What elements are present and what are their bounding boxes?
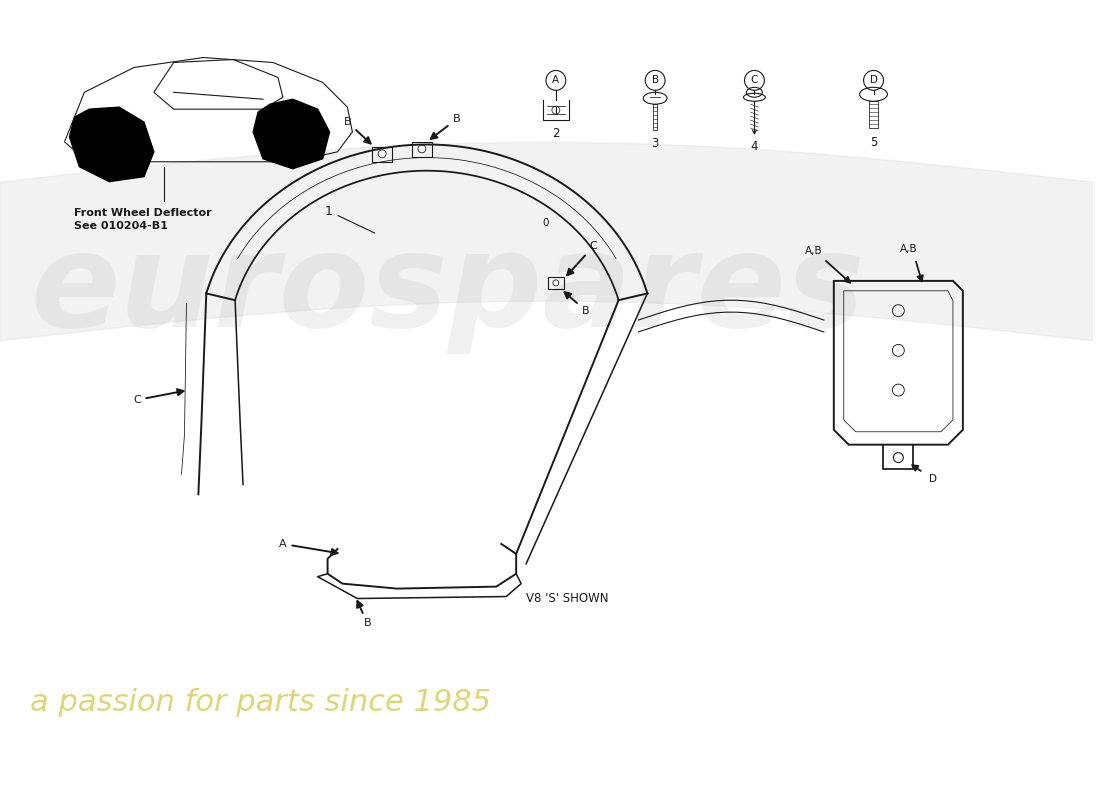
- Text: A: A: [552, 75, 560, 86]
- Text: 1: 1: [324, 205, 332, 218]
- Text: A,B: A,B: [900, 244, 917, 254]
- Text: A: A: [279, 539, 338, 555]
- Text: B: B: [651, 75, 659, 86]
- Polygon shape: [69, 107, 154, 182]
- Text: C: C: [568, 241, 597, 275]
- Text: 3: 3: [651, 137, 659, 150]
- Text: D: D: [869, 75, 878, 86]
- Text: B: B: [431, 114, 461, 139]
- Text: V8 'S' SHOWN: V8 'S' SHOWN: [526, 592, 608, 605]
- Text: 0: 0: [542, 218, 549, 228]
- Text: See 010204-B1: See 010204-B1: [75, 222, 168, 231]
- Text: Front Wheel Deflector: Front Wheel Deflector: [75, 209, 212, 218]
- Text: C: C: [133, 389, 184, 405]
- Text: 4: 4: [750, 140, 758, 153]
- Text: B: B: [358, 601, 371, 628]
- Polygon shape: [253, 99, 330, 169]
- Text: 5: 5: [870, 136, 877, 149]
- Text: A,B: A,B: [805, 246, 823, 256]
- Text: B: B: [343, 117, 371, 143]
- Text: a passion for parts since 1985: a passion for parts since 1985: [30, 688, 491, 718]
- Text: D: D: [930, 474, 937, 485]
- Text: B: B: [564, 292, 590, 316]
- Text: eurospares: eurospares: [30, 227, 865, 354]
- Circle shape: [271, 117, 315, 161]
- Text: C: C: [750, 75, 758, 86]
- Circle shape: [87, 130, 131, 174]
- Text: 2: 2: [552, 127, 560, 140]
